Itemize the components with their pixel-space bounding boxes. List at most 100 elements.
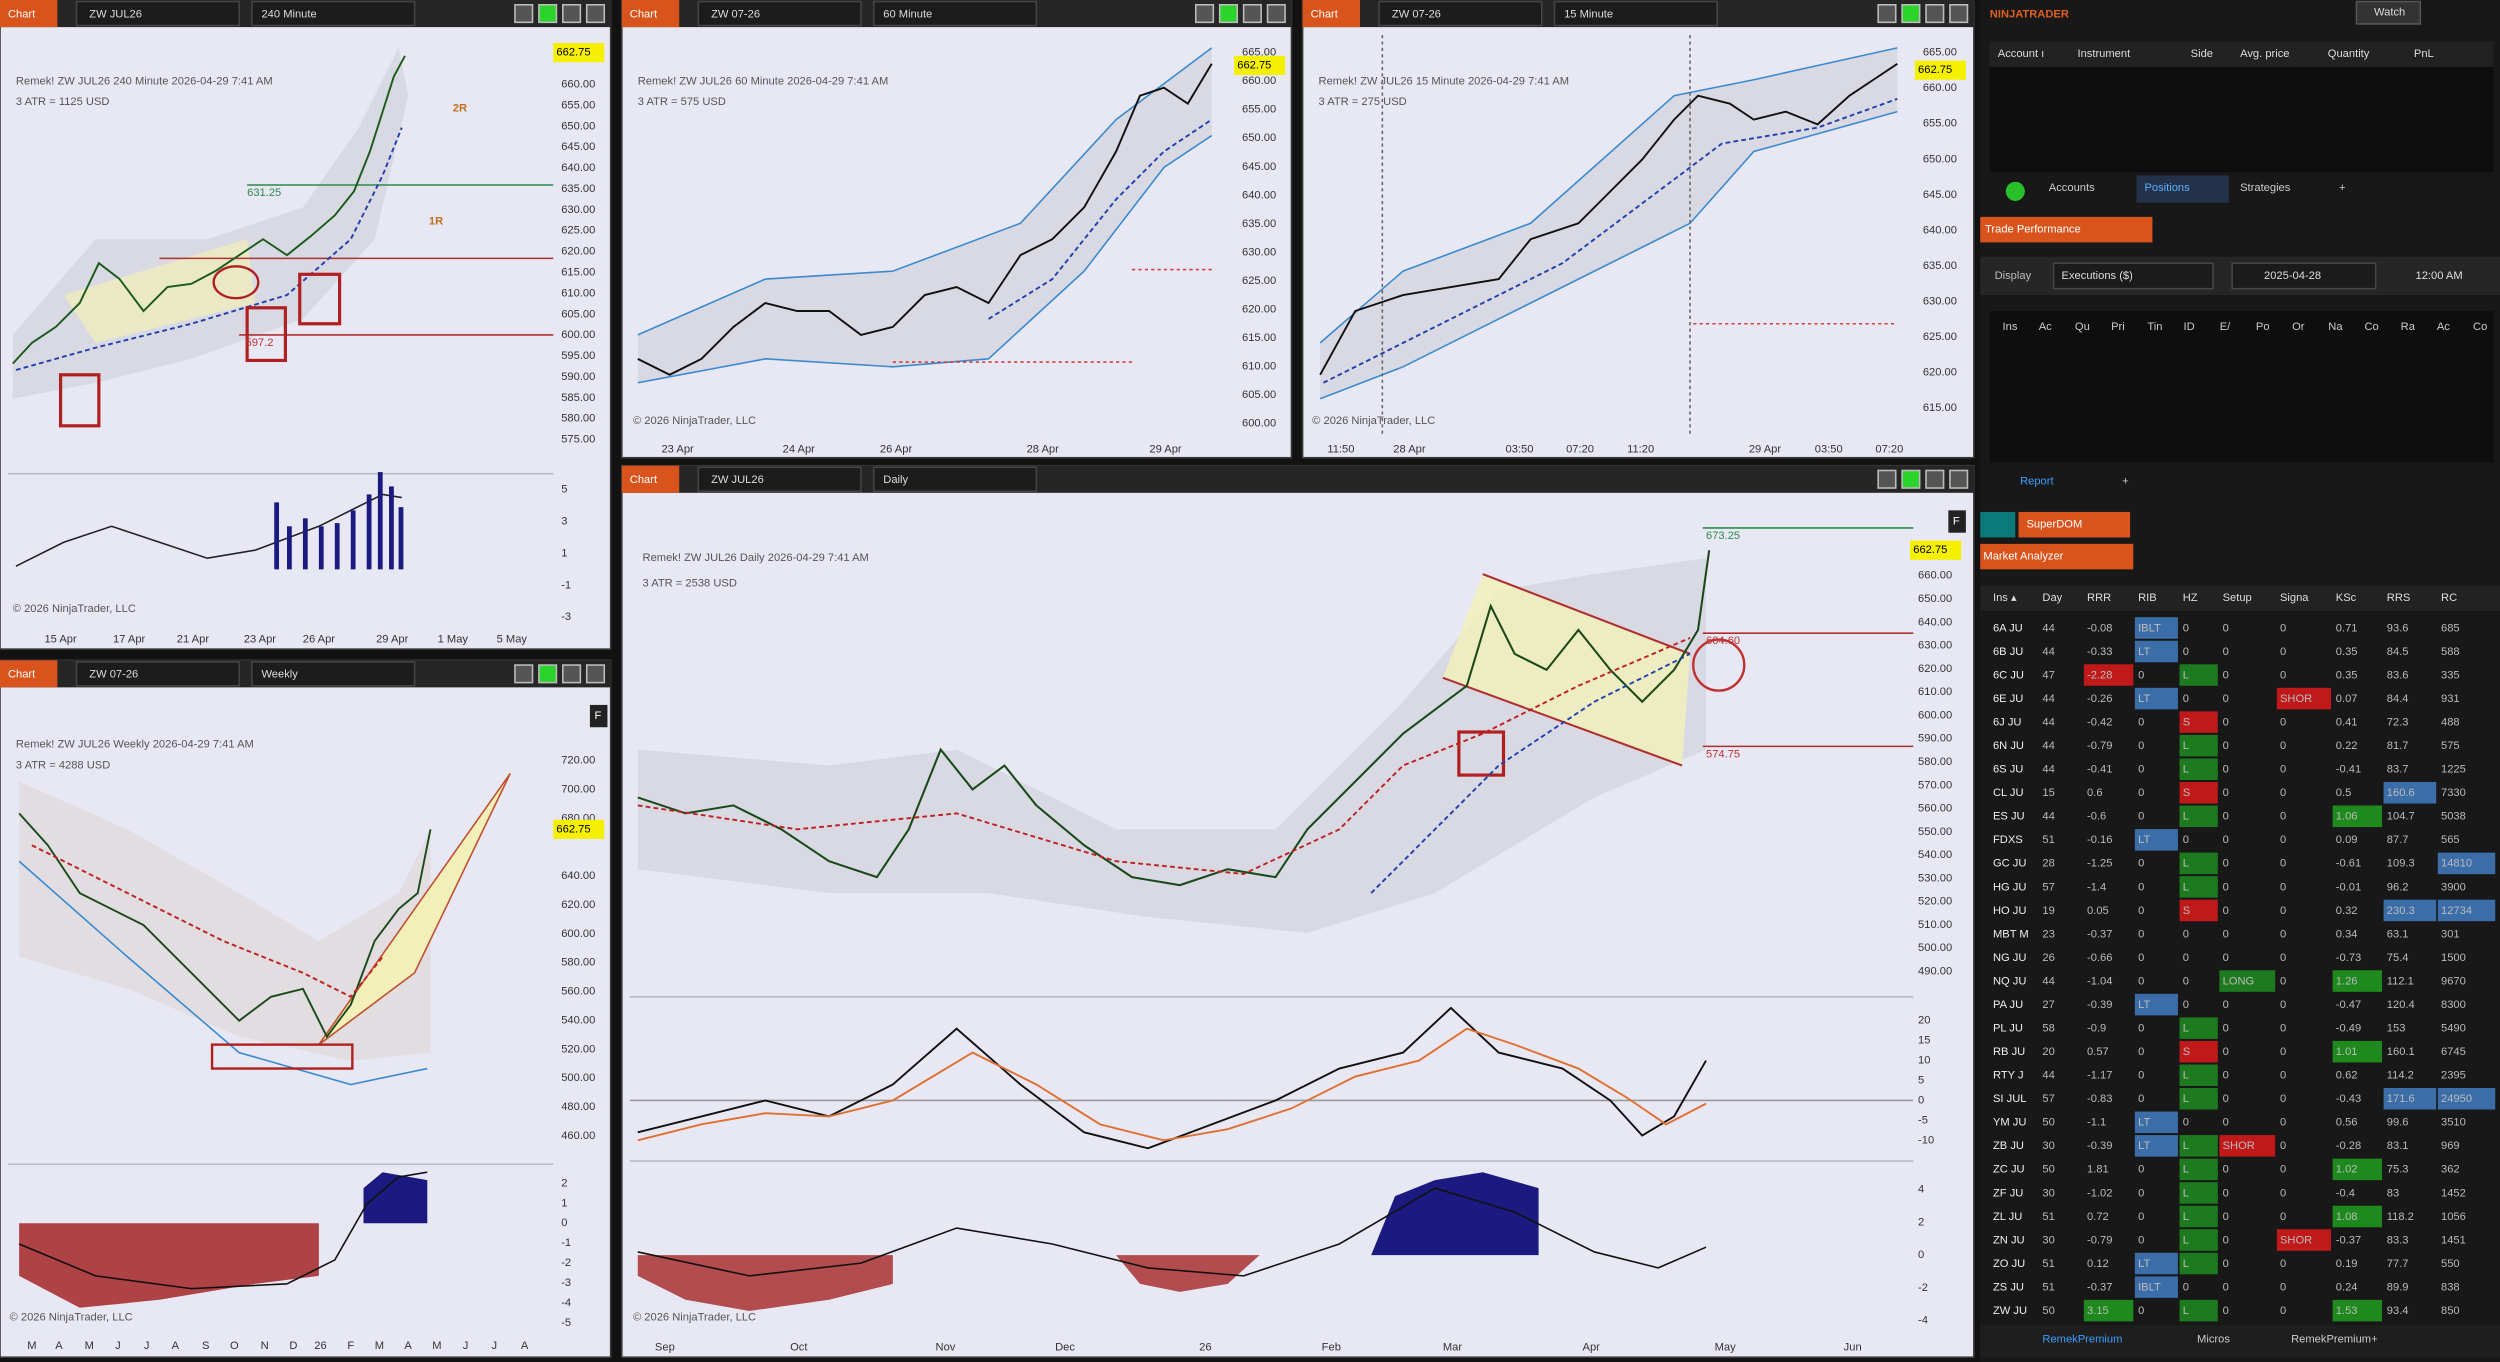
chart-tab-label[interactable]: Chart xyxy=(8,669,36,681)
tab[interactable]: Strategies xyxy=(2240,182,2291,194)
window-button[interactable] xyxy=(1949,469,1969,489)
band-lower xyxy=(1319,110,1898,400)
tab[interactable]: RemekPremium+ xyxy=(2291,1334,2377,1346)
instrument-selector[interactable] xyxy=(1378,0,1543,27)
window-button[interactable] xyxy=(538,664,558,684)
instrument-selector[interactable] xyxy=(697,466,862,493)
column-header: Qu xyxy=(2075,321,2090,333)
cell: 160.6 xyxy=(2387,787,2415,799)
instrument-selector[interactable] xyxy=(75,0,240,27)
price-label: 595.00 xyxy=(561,350,595,362)
column-header[interactable]: KSc xyxy=(2336,592,2357,604)
instrument-name[interactable]: ZW 07-26 xyxy=(89,669,138,681)
interval-selector[interactable] xyxy=(872,0,1038,27)
window-button[interactable] xyxy=(1949,3,1969,24)
window-title: Trade Performance xyxy=(1985,224,2081,236)
column-header[interactable]: RC xyxy=(2441,592,2457,604)
tab[interactable]: Positions xyxy=(2144,182,2190,194)
column-header[interactable]: Setup xyxy=(2223,592,2252,604)
instrument-cell: ZN JU xyxy=(1993,1234,2025,1246)
tab[interactable]: Micros xyxy=(2197,1334,2230,1346)
column-header[interactable]: Ins ▴ xyxy=(1993,592,2017,604)
cell: 0 xyxy=(2223,1164,2229,1176)
interval-name[interactable]: 60 Minute xyxy=(883,8,932,20)
window-button[interactable] xyxy=(1194,3,1215,24)
interval-selector[interactable] xyxy=(872,466,1038,493)
watch-label[interactable]: Watch xyxy=(2374,7,2405,19)
column-header[interactable]: Day xyxy=(2042,592,2062,604)
instrument-selector[interactable] xyxy=(697,0,862,27)
window-button[interactable] xyxy=(585,3,606,24)
time[interactable]: 12:00 AM xyxy=(2415,270,2462,282)
instrument-name[interactable]: ZW JUL26 xyxy=(89,8,142,20)
column-header[interactable]: Signa xyxy=(2280,592,2309,604)
cell: 0 xyxy=(2280,1187,2286,1199)
column-header: Avg. price xyxy=(2240,48,2289,60)
tab[interactable]: Accounts xyxy=(2049,182,2095,194)
window-button[interactable] xyxy=(1877,3,1897,24)
column-header[interactable]: HZ xyxy=(2183,592,2198,604)
interval-name[interactable]: 240 Minute xyxy=(261,8,316,20)
window-button[interactable] xyxy=(538,3,558,24)
time-label: J xyxy=(115,1340,121,1352)
chart-tab-label[interactable]: Chart xyxy=(8,8,36,20)
interval-selector[interactable] xyxy=(251,0,416,27)
chart-tab[interactable] xyxy=(1302,0,1361,28)
window-button[interactable] xyxy=(562,3,582,24)
flag-label: F xyxy=(594,710,601,722)
window-button[interactable] xyxy=(1901,469,1921,489)
tab[interactable]: + xyxy=(2339,182,2346,194)
window-button[interactable] xyxy=(585,664,606,684)
column-header: Side xyxy=(2191,48,2213,60)
column-header: Co xyxy=(2473,321,2487,333)
cell: 0 xyxy=(2138,1305,2144,1317)
cell: 5038 xyxy=(2441,811,2466,823)
watch-button[interactable] xyxy=(2355,0,2422,25)
window-button[interactable] xyxy=(1925,469,1945,489)
chart-tab[interactable] xyxy=(0,0,58,28)
instrument-selector[interactable] xyxy=(75,661,240,687)
interval-selector[interactable] xyxy=(1553,0,1718,27)
cell-highlight xyxy=(2134,1111,2178,1134)
superdom-bg[interactable] xyxy=(2018,511,2131,538)
price-label: 655.00 xyxy=(1923,118,1957,130)
chart-tab-label[interactable]: Chart xyxy=(1311,8,1339,20)
interval-name[interactable]: Weekly xyxy=(261,669,298,681)
tab[interactable]: Report xyxy=(2020,476,2054,488)
column-header[interactable]: RRS xyxy=(2387,592,2411,604)
window-button[interactable] xyxy=(1242,3,1262,24)
interval-selector[interactable] xyxy=(251,661,416,687)
cell: 0 xyxy=(2280,740,2286,752)
chart-tab-label[interactable]: Chart xyxy=(630,474,658,486)
chart-tab[interactable] xyxy=(621,0,680,28)
tab[interactable]: RemekPremium xyxy=(2042,1334,2122,1346)
superdom[interactable]: SuperDOM xyxy=(2026,519,2082,531)
annotation: 574.75 xyxy=(1706,748,1740,760)
window-button[interactable] xyxy=(514,664,534,684)
interval-name[interactable]: Daily xyxy=(883,474,908,486)
cell-highlight xyxy=(2179,899,2218,922)
date-selector[interactable] xyxy=(2231,262,2377,290)
window-button[interactable] xyxy=(1901,3,1921,24)
window-button[interactable] xyxy=(562,664,582,684)
date[interactable]: 2025-04-28 xyxy=(2264,270,2321,282)
column-header[interactable]: RIB xyxy=(2138,592,2157,604)
chart-tab-label[interactable]: Chart xyxy=(630,8,658,20)
window-button[interactable] xyxy=(1218,3,1239,24)
cell: 0 xyxy=(2138,1093,2144,1105)
mode-selector[interactable] xyxy=(2052,262,2214,290)
mode[interactable]: Executions ($) xyxy=(2062,270,2134,282)
instrument-name[interactable]: ZW 07-26 xyxy=(1392,8,1441,20)
window-button[interactable] xyxy=(514,3,534,24)
column-header[interactable]: RRR xyxy=(2087,592,2111,604)
chart-tab[interactable] xyxy=(621,465,680,493)
interval-name[interactable]: 15 Minute xyxy=(1564,8,1613,20)
instrument-name[interactable]: ZW JUL26 xyxy=(711,474,764,486)
chart-tab[interactable] xyxy=(0,660,58,688)
tab[interactable]: + xyxy=(2122,476,2129,488)
instrument-name[interactable]: ZW 07-26 xyxy=(711,8,760,20)
price-label: 665.00 xyxy=(1923,47,1957,59)
window-button[interactable] xyxy=(1877,469,1897,489)
window-button[interactable] xyxy=(1925,3,1945,24)
window-button[interactable] xyxy=(1266,3,1286,24)
